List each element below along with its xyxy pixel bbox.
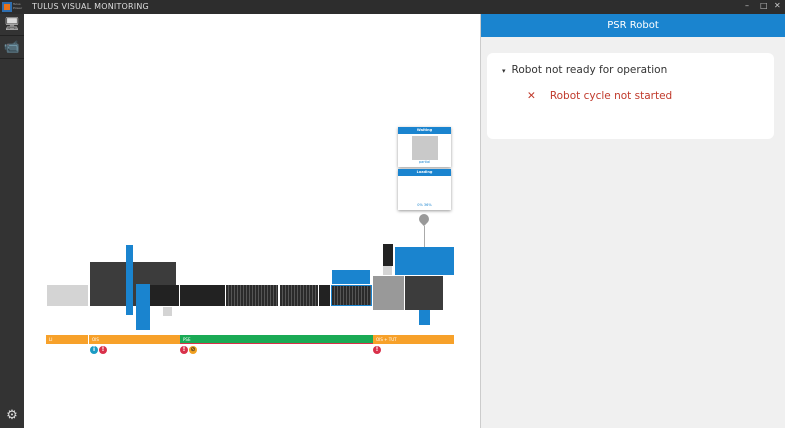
info-icon[interactable]: i [90, 346, 98, 354]
waiting-card[interactable]: Waiting partial [398, 127, 451, 167]
station-block[interactable] [319, 285, 330, 306]
minimize-button[interactable]: – [745, 1, 749, 10]
issue-text: Robot not ready for operation [511, 64, 668, 76]
detail-panel: PSR Robot ▾ Robot not ready for operation… [480, 14, 785, 428]
gear-icon[interactable]: ⚙ [6, 408, 18, 423]
robot-block[interactable] [136, 284, 150, 330]
maximize-button[interactable]: □ [760, 1, 768, 10]
robot-block[interactable] [332, 270, 370, 284]
sidebar: 🖥 📹 ⚙ [0, 14, 24, 428]
app-logo [2, 2, 12, 12]
alert-icon[interactable]: ! [180, 346, 188, 354]
part-image [411, 136, 438, 160]
card-caption: 0% 36% [417, 203, 432, 207]
issue-item[interactable]: ▾ Robot not ready for operation [502, 64, 667, 76]
zone-segment[interactable]: LI [46, 335, 88, 344]
zone-segment[interactable]: PSE [180, 335, 373, 344]
title-bar: Tulus Power TULUS VISUAL MONITORING – □ … [0, 0, 785, 14]
warning-icon[interactable]: ⊘ [189, 346, 197, 354]
station-block[interactable] [47, 285, 88, 306]
collapse-toggle-icon[interactable]: ▾ [502, 67, 506, 75]
station-block[interactable] [373, 276, 404, 310]
station-block[interactable] [383, 266, 392, 275]
line-view [24, 14, 480, 428]
app-title: TULUS VISUAL MONITORING [32, 2, 149, 11]
loading-card[interactable]: Loading 0% 36% [398, 169, 451, 210]
card-title: Loading [398, 169, 451, 176]
camera-icon[interactable]: 📹 [0, 37, 24, 59]
card-title: Waiting [398, 127, 451, 134]
card-caption: partial [418, 160, 431, 164]
alert-icon[interactable]: ! [373, 346, 381, 354]
robot-block[interactable] [419, 310, 430, 325]
pin-line [424, 226, 425, 247]
issue-detail: ✕ Robot cycle not started [527, 90, 672, 102]
conveyor-block-selected[interactable] [331, 285, 372, 306]
logo-text: Tulus Power [13, 2, 23, 10]
station-block[interactable] [383, 244, 393, 266]
issue-card: ▾ Robot not ready for operation ✕ Robot cy… [487, 53, 774, 139]
psr-robot-block[interactable] [395, 247, 454, 275]
alert-icon[interactable]: ! [99, 346, 107, 354]
station-block[interactable] [405, 276, 443, 310]
station-block[interactable] [180, 285, 225, 306]
conveyor-block[interactable] [280, 285, 318, 306]
zone-segment[interactable]: OIS [89, 335, 180, 344]
detail-text: Robot cycle not started [549, 90, 673, 102]
station-block[interactable] [163, 307, 172, 316]
close-button[interactable]: ✕ [774, 1, 781, 10]
zone-segment[interactable]: OIS + TUT [373, 335, 454, 344]
error-x-icon: ✕ [527, 90, 536, 102]
conveyor-block[interactable] [226, 285, 278, 306]
robot-block[interactable] [126, 245, 133, 315]
station-block[interactable] [150, 285, 179, 306]
panel-title: PSR Robot [481, 14, 785, 37]
monitor-icon[interactable]: 🖥 [0, 14, 24, 36]
